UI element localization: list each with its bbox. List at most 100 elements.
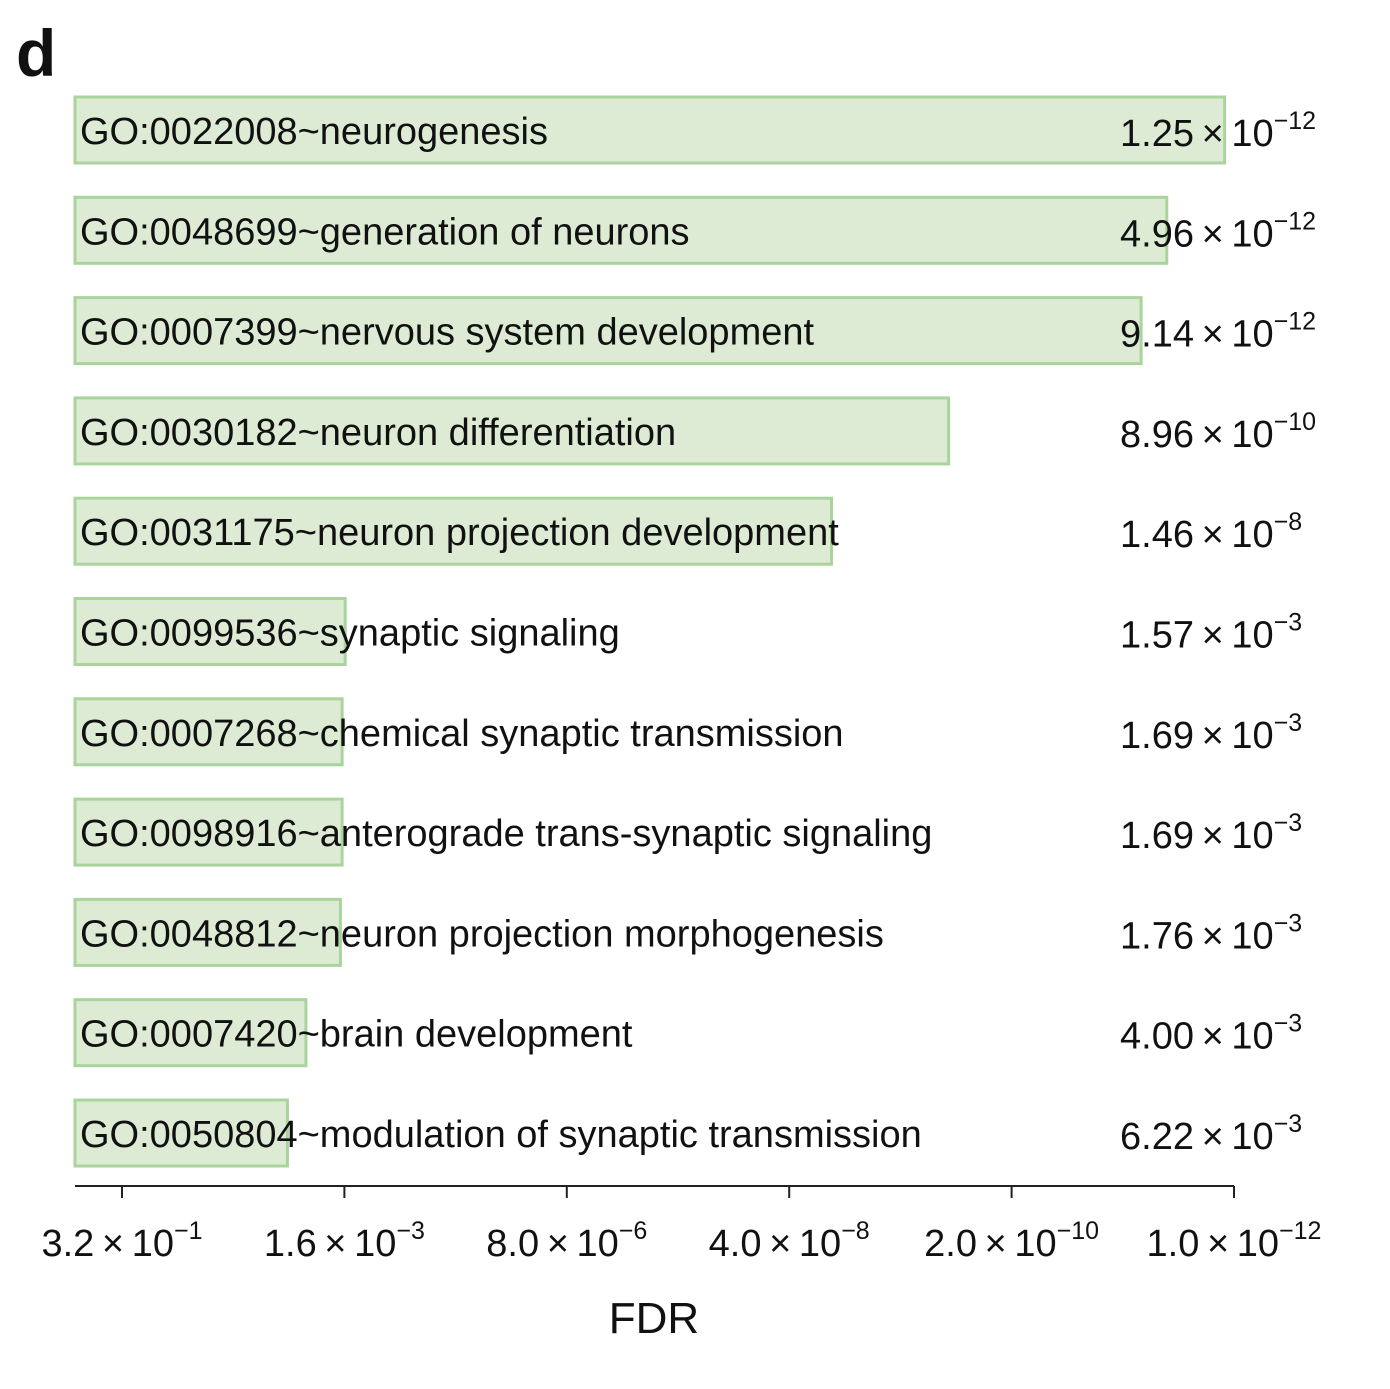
x-tick-label: 3.2 × 10−1 [41,1217,202,1265]
bar [73,195,1169,265]
fdr-value-label: 1.69 × 10−3 [1120,709,1302,757]
power-base: 10 [1014,1223,1056,1265]
category-label: GO:0098916~anterograde trans-synaptic si… [80,813,932,855]
x-tick-label-mantissa: 8.0 [486,1223,539,1265]
x-axis-title: FDR [609,1294,699,1343]
times-sign: × [1194,815,1231,857]
times-sign: × [977,1223,1014,1265]
bars-layer [73,95,1227,1168]
category-label: GO:0007420~brain development [80,1014,633,1056]
power-base: 10 [1231,414,1273,456]
fdr-value-label: 1.46 × 10−8 [1120,508,1302,556]
x-tick-label-mantissa: 2.0 [924,1223,977,1265]
category-label: GO:0050804~modulation of synaptic transm… [80,1114,922,1156]
x-tick-label-exponent: −1 [174,1217,203,1245]
fdr-value-label-exponent: −8 [1274,508,1303,536]
bar [73,95,1227,165]
category-label: GO:0031175~neuron projection development [80,512,839,554]
x-tick-label-mantissa: 3.2 [41,1223,94,1265]
fdr-value-label-exponent: −12 [1274,107,1316,135]
times-sign: × [1194,1016,1231,1058]
bar [73,697,344,767]
x-tick-label: 2.0 × 10−10 [924,1217,1099,1265]
category-label: GO:0022008~neurogenesis [80,111,548,153]
fdr-value-label-mantissa: 1.25 [1120,113,1194,155]
bar [73,797,344,867]
fdr-value-label-exponent: −10 [1274,408,1316,436]
value-labels-layer: 1.25 × 10−124.96 × 10−129.14 × 10−128.96… [1120,107,1316,1158]
fdr-value-label: 1.76 × 10−3 [1120,909,1302,957]
fdr-value-label-mantissa: 9.14 [1120,314,1194,356]
fdr-value-label-exponent: −3 [1274,909,1303,937]
fdr-value-label-exponent: −12 [1274,308,1316,336]
bar [73,897,342,967]
times-sign: × [539,1223,576,1265]
fdr-value-label: 4.96 × 10−12 [1120,207,1316,255]
power-base: 10 [1231,1016,1273,1058]
fdr-value-label-mantissa: 8.96 [1120,414,1194,456]
fdr-value-label-mantissa: 4.96 [1120,213,1194,255]
fdr-value-label-exponent: −3 [1274,809,1303,837]
bar [73,496,834,566]
times-sign: × [317,1223,354,1265]
power-base: 10 [1231,314,1273,356]
power-base: 10 [799,1223,841,1265]
panel-label: d [16,16,56,90]
x-tick-label-exponent: −6 [619,1217,648,1245]
fdr-value-label: 1.69 × 10−3 [1120,809,1302,857]
times-sign: × [1194,715,1231,757]
x-tick-label: 1.6 × 10−3 [264,1217,425,1265]
power-base: 10 [1231,113,1273,155]
times-sign: × [1194,615,1231,657]
times-sign: × [1194,314,1231,356]
fdr-value-label-exponent: −3 [1274,609,1303,637]
fdr-value-label-mantissa: 4.00 [1120,1016,1194,1058]
category-label: GO:0007399~nervous system development [80,312,814,354]
x-tick-label-exponent: −12 [1279,1217,1321,1245]
x-tick-label-exponent: −10 [1057,1217,1099,1245]
fdr-value-label-mantissa: 1.46 [1120,514,1194,556]
fdr-value-label: 9.14 × 10−12 [1120,308,1316,356]
power-base: 10 [132,1223,174,1265]
times-sign: × [1194,213,1231,255]
fdr-value-label-exponent: −12 [1274,207,1316,235]
bar [73,396,951,466]
category-label: GO:0007268~chemical synaptic transmissio… [80,713,844,755]
category-label: GO:0099536~synaptic signaling [80,613,620,655]
power-base: 10 [1231,213,1273,255]
category-label: GO:0048812~neuron projection morphogenes… [80,913,884,955]
power-base: 10 [577,1223,619,1265]
power-base: 10 [1231,915,1273,957]
x-tick-label-exponent: −8 [841,1217,870,1245]
fdr-value-label: 6.22 × 10−3 [1120,1110,1302,1158]
power-base: 10 [1231,1116,1273,1158]
times-sign: × [762,1223,799,1265]
times-sign: × [1194,514,1231,556]
fdr-value-label-exponent: −3 [1274,1010,1303,1038]
fdr-value-label-mantissa: 1.69 [1120,815,1194,857]
fdr-value-label-mantissa: 1.57 [1120,615,1194,657]
x-tick-label-exponent: −3 [396,1217,425,1245]
fdr-value-label-mantissa: 6.22 [1120,1116,1194,1158]
x-tick-label: 4.0 × 10−8 [709,1217,870,1265]
times-sign: × [1194,1116,1231,1158]
fdr-value-label: 1.57 × 10−3 [1120,609,1302,657]
bar [73,296,1143,366]
x-tick-label-mantissa: 1.6 [264,1223,317,1265]
power-base: 10 [1231,815,1273,857]
category-label: GO:0048699~generation of neurons [80,211,690,253]
fdr-value-label-mantissa: 1.69 [1120,715,1194,757]
fdr-value-label-mantissa: 1.76 [1120,915,1194,957]
times-sign: × [94,1223,131,1265]
times-sign: × [1199,1223,1236,1265]
fdr-value-label: 1.25 × 10−12 [1120,107,1316,155]
category-labels-layer: GO:0022008~neurogenesis GO:0048699~genera… [80,111,932,1156]
times-sign: × [1194,915,1231,957]
fdr-value-label: 4.00 × 10−3 [1120,1010,1302,1058]
fdr-value-label-exponent: −3 [1274,709,1303,737]
power-base: 10 [354,1223,396,1265]
x-tick-label-mantissa: 1.0 [1147,1223,1200,1265]
x-tick-label-mantissa: 4.0 [709,1223,762,1265]
